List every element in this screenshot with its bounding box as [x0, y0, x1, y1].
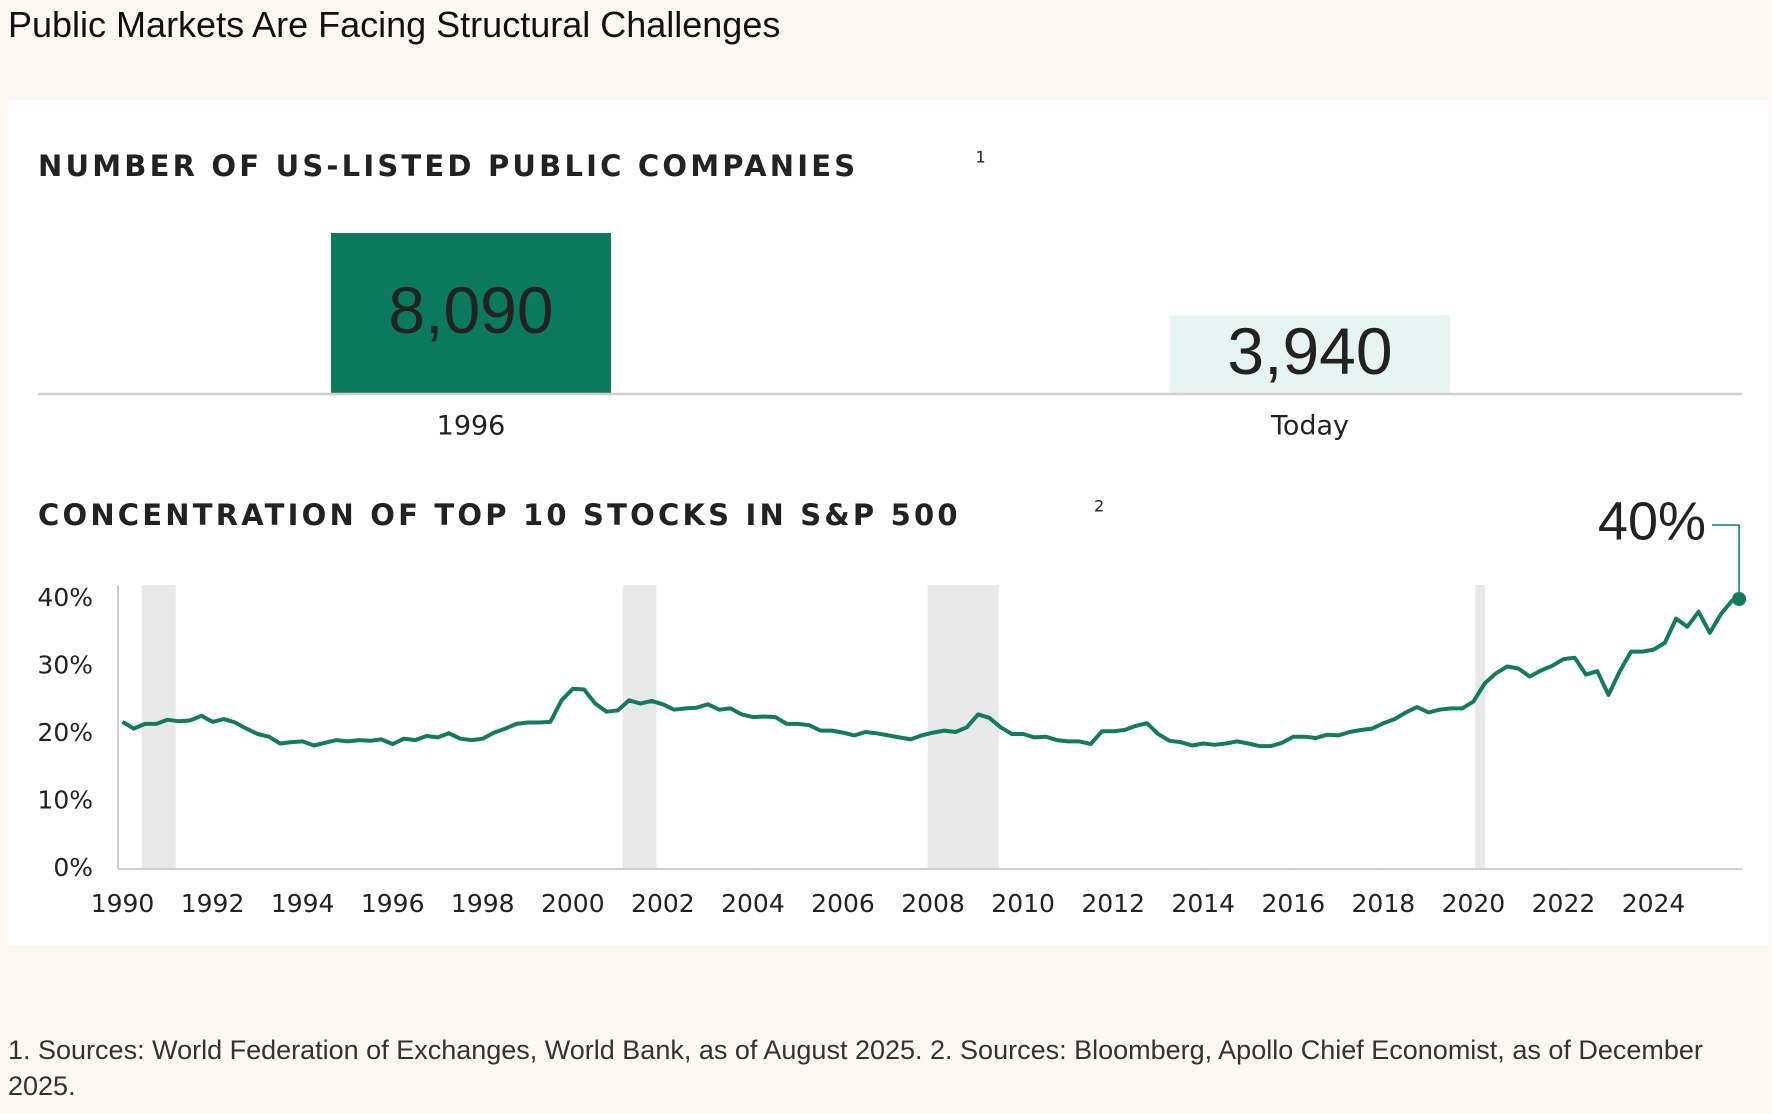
x-tick-label: 2006 [811, 889, 875, 918]
bar [1170, 315, 1450, 394]
y-tick-label: 40% [37, 583, 93, 612]
x-tick-label: 2002 [631, 889, 695, 918]
x-tick-label: 2022 [1532, 889, 1596, 918]
annotation: 40% [1598, 491, 1706, 551]
category-label: 1996 [437, 411, 506, 442]
x-tick-label: 1998 [451, 889, 515, 918]
x-tick-label: 1990 [91, 889, 155, 918]
line [121, 597, 1740, 749]
recession-shade [141, 585, 176, 869]
x-tick-label: 2024 [1622, 889, 1686, 918]
x-tick-label: 1992 [181, 889, 245, 918]
charts: NUMBER OF US-LISTED PUBLIC COMPANIES 1 8,0… [8, 100, 1768, 946]
page-title: Public Markets Are Facing Structural Cha… [8, 4, 781, 45]
chart-title: CONCENTRATION OF TOP 10 STOCKS IN S&P 50… [38, 498, 961, 532]
y-tick-label: 10% [37, 786, 93, 815]
category-label: Today [1270, 411, 1349, 442]
annotation-connector [1712, 524, 1740, 599]
x-tick-label: 2010 [991, 889, 1055, 918]
bar [331, 233, 611, 394]
title-note: 2 [1094, 497, 1104, 516]
x-tick-label: 1996 [361, 889, 425, 918]
y-tick-label: 0% [53, 853, 93, 882]
y-tick-label: 20% [37, 718, 93, 747]
chart-title: NUMBER OF US-LISTED PUBLIC COMPANIES [38, 149, 858, 183]
y-tick-label: 30% [37, 651, 93, 680]
x-tick-label: 2014 [1171, 889, 1235, 918]
recession-shade [1475, 585, 1486, 869]
value-label: 3,940 [1227, 314, 1392, 388]
x-tick-label: 2016 [1261, 889, 1325, 918]
title-note: 1 [976, 148, 986, 167]
value-label: 8,090 [388, 273, 553, 347]
x-tick-label: 2012 [1081, 889, 1145, 918]
x-tick-label: 2004 [721, 889, 785, 918]
x-tick-label: 2018 [1352, 889, 1416, 918]
x-tick-label: 1994 [271, 889, 335, 918]
x-tick-label: 2000 [541, 889, 605, 918]
panel [8, 100, 1768, 946]
x-tick-label: 2020 [1442, 889, 1506, 918]
footnote: 1. Sources: World Federation of Exchange… [8, 1035, 1703, 1101]
x-tick-label: 2008 [901, 889, 965, 918]
recession-shade [622, 585, 657, 869]
